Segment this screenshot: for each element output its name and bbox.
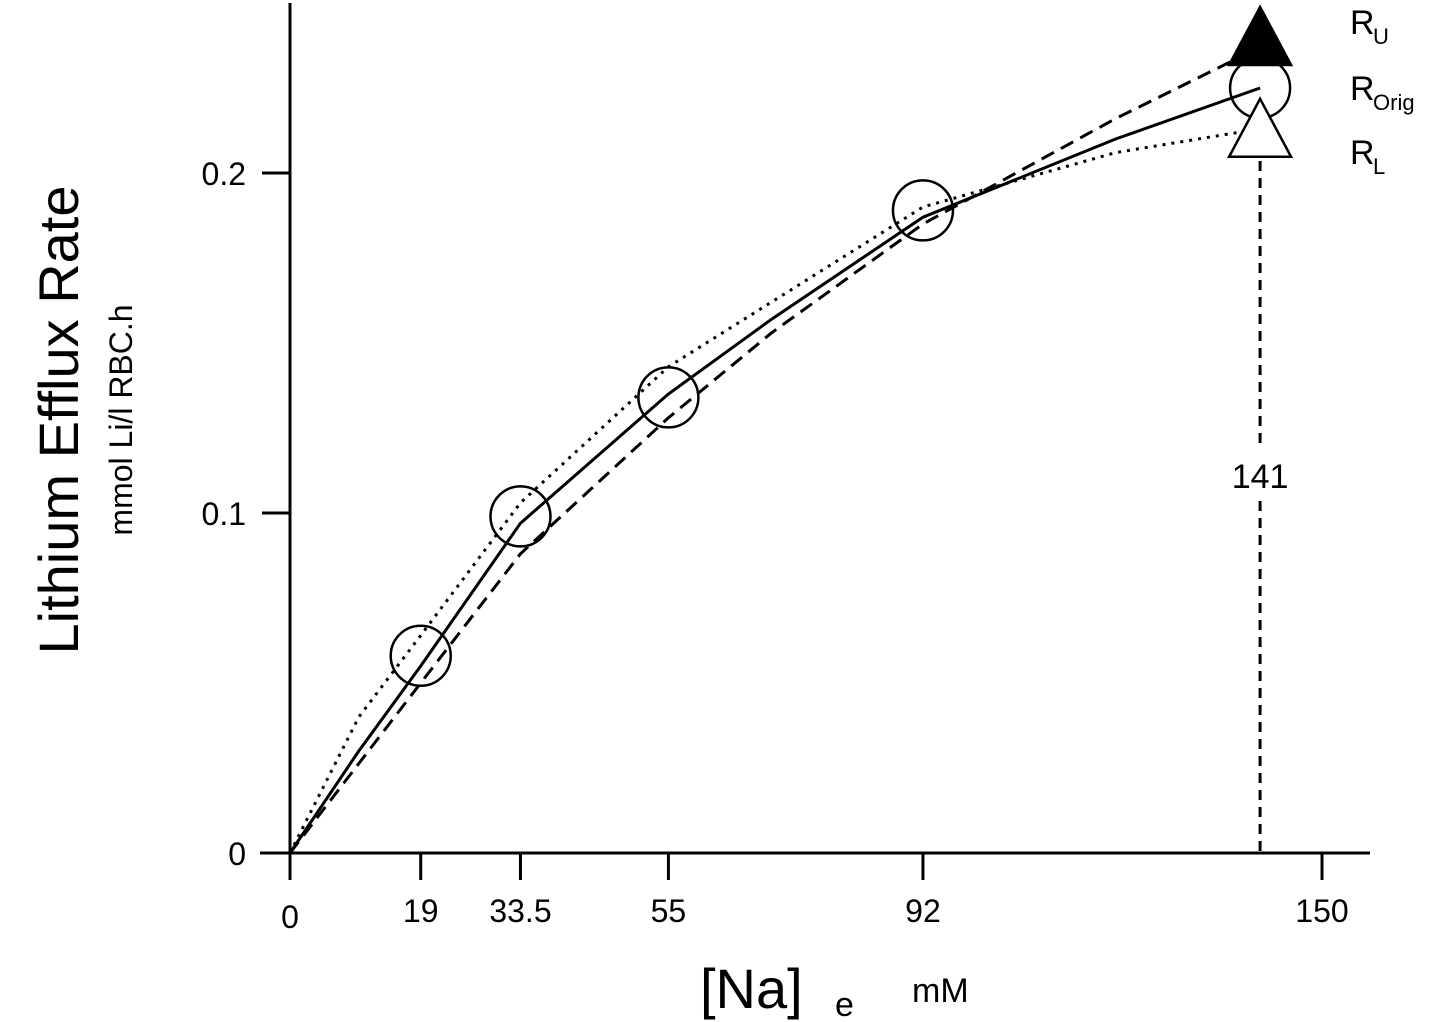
marker-label-subscript: L — [1373, 154, 1385, 179]
marker-label: R — [1350, 4, 1375, 42]
x-tick-label: 55 — [651, 893, 687, 929]
marker-label: R — [1350, 70, 1375, 108]
reference-label: 141 — [1232, 458, 1289, 496]
y-tick-label: 0 — [228, 836, 246, 872]
triangle-marker — [1226, 96, 1294, 159]
x-label: [Na] — [700, 957, 803, 1020]
x-tick-label: 19 — [403, 893, 439, 929]
x-tick-label: 0 — [281, 899, 299, 935]
curve — [288, 127, 1261, 854]
x-tick-label: 92 — [905, 893, 941, 929]
marker-label-subscript: Orig — [1373, 90, 1415, 115]
x-label-subscript: e — [835, 986, 854, 1022]
y-tick-label: 0.2 — [202, 156, 246, 192]
y-subtitle: mmol Li/l RBC.h — [103, 304, 139, 535]
marker-label-subscript: U — [1373, 24, 1389, 49]
data-point — [637, 366, 700, 429]
x-label-unit: mM — [912, 972, 969, 1010]
curve — [288, 45, 1261, 854]
y-tick-label: 0.1 — [202, 496, 246, 532]
x-tick-label: 150 — [1295, 893, 1348, 929]
y-title: Lithium Efflux Rate — [27, 186, 90, 655]
data-point — [389, 624, 452, 688]
marker-label: R — [1350, 134, 1375, 172]
reference-label-bg — [1226, 450, 1295, 495]
data-point — [489, 485, 552, 548]
triangle-marker — [1226, 4, 1294, 67]
data-point — [891, 179, 955, 242]
x-tick-label: 33.5 — [489, 893, 551, 929]
curve — [288, 86, 1261, 854]
